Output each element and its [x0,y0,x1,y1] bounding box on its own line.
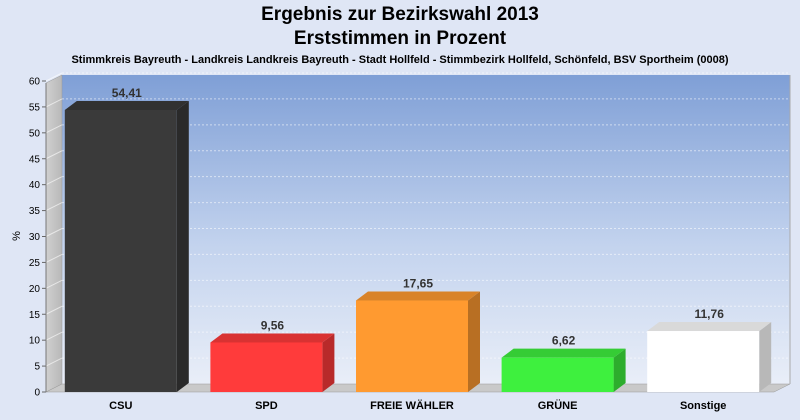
y-tick-label: 15 [29,310,41,321]
bar [356,291,480,392]
y-tick-label: 35 [29,206,41,217]
bar-side [613,348,626,392]
gridline-wall [45,253,63,263]
gridline-wall [45,357,63,367]
y-tick-label: 30 [29,232,41,243]
bar-value-label: 6,62 [552,334,576,348]
bar-value-label: 54,41 [112,86,142,100]
y-tick-label: 10 [29,336,41,347]
bar-top [210,333,335,343]
y-tick-label: 25 [29,258,41,269]
bar-side [468,291,480,392]
gridline-wall [45,176,63,186]
bar [647,322,772,392]
left-wall [45,74,63,393]
bar-top [647,322,772,332]
x-tick-label: GRÜNE [538,399,578,412]
y-tick-label: 5 [34,362,40,373]
bar [64,100,189,393]
bar-side [759,322,772,392]
gridline-wall [45,202,63,212]
gridline-wall [45,72,63,82]
gridline-wall [45,305,63,315]
gridline-wall [45,124,63,134]
bar-front [501,357,614,392]
x-tick-label: CSU [109,400,132,412]
y-tick-label: 40 [29,180,41,191]
y-tick-label: 45 [29,154,41,165]
bar-value-label: 9,56 [261,318,285,332]
x-tick-label: FREIE WÄHLER [370,399,454,412]
bar-value-label: 17,65 [403,277,433,291]
chart-subtitle: Erststimmen in Prozent [293,28,507,49]
bar-top [64,100,189,110]
y-tick-label: 20 [29,284,41,295]
y-tick-label: 0 [34,388,40,399]
bar [210,333,335,392]
chart-title: Ergebnis zur Bezirkswahl 2013 [261,4,539,25]
bar-top [501,348,626,358]
bar-value-label: 11,76 [695,307,725,321]
bar-front [647,331,760,392]
gridline-wall [45,228,63,237]
y-tick-label: 50 [29,128,41,139]
bar-side [322,333,335,392]
gridline-wall [45,98,63,108]
bar-front [210,342,323,392]
gridline-wall [45,331,63,341]
gridline-wall [45,279,63,289]
x-tick-label: SPD [255,400,278,412]
bar-side [176,100,189,393]
bar-top [356,291,480,301]
x-tick-label: Sonstige [680,400,726,412]
bar-front [356,300,468,392]
y-axis-label: % [11,231,23,241]
chart-description: Stimmkreis Bayreuth - Landkreis Landkrei… [71,54,729,66]
gridline-wall [45,150,63,160]
y-tick-label: 60 [29,77,41,88]
bar [501,348,626,392]
y-tick-label: 55 [29,102,41,113]
bar-front [64,109,177,393]
